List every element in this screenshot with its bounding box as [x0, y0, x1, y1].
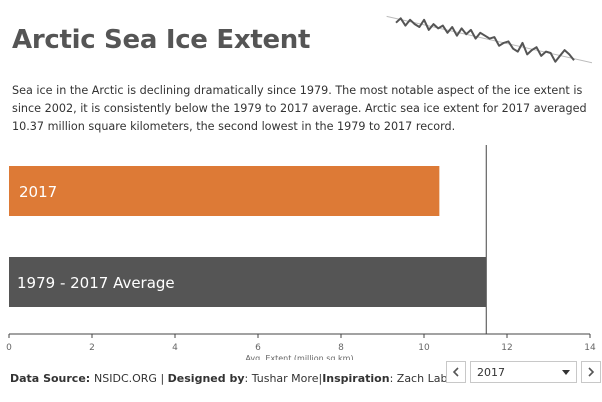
source-label: Data Source	[10, 372, 86, 385]
bar-average	[9, 257, 487, 307]
trend-sparkline	[386, 15, 592, 64]
caret-down-icon	[562, 370, 570, 375]
separator: |	[318, 372, 323, 385]
x-tick-label: 0	[6, 343, 12, 353]
separator: |	[160, 372, 165, 385]
x-tick-label: 4	[172, 343, 178, 353]
designer-label: Designed by	[167, 372, 245, 385]
year-dropdown[interactable]: 2017	[470, 361, 577, 383]
x-tick-label: 12	[501, 343, 512, 353]
x-tick-label: 2	[89, 343, 95, 353]
x-tick-label: 8	[338, 343, 344, 353]
year-dropdown-value: 2017	[477, 365, 505, 379]
x-tick-label: 10	[418, 343, 430, 353]
x-tick-label: 14	[584, 343, 596, 353]
footer-credits: Data Source: NSIDC.ORG | Designed by: Tu…	[10, 372, 455, 385]
chevron-left-icon	[452, 367, 459, 377]
x-axis-label: Avg. Extent (million sq km)	[245, 354, 353, 360]
sparkline-trend-line	[386, 15, 592, 64]
inspiration-label: Inspiration	[322, 372, 390, 385]
bar-chart: 2017 1979 - 2017 Average 0 2 4 6 8 10 12 14 Avg. E…	[6, 145, 596, 360]
inspiration-value: Zach Labe	[396, 372, 455, 385]
bar-label: 1979 - 2017 Average	[17, 274, 175, 292]
bar-label: 2017	[19, 183, 57, 201]
description-text: Sea ice in the Arctic is declining drama…	[12, 84, 587, 133]
source-value: NSIDC.ORG	[94, 372, 157, 385]
bar-current-year	[9, 166, 440, 216]
designer-value: Tushar More	[251, 372, 319, 385]
page-title: Arctic Sea Ice Extent	[12, 25, 311, 55]
chevron-right-icon	[588, 367, 595, 377]
x-tick-label: 6	[255, 343, 261, 353]
next-year-button[interactable]	[581, 361, 601, 383]
sparkline-series-line	[395, 17, 575, 63]
previous-year-button[interactable]	[446, 361, 466, 383]
